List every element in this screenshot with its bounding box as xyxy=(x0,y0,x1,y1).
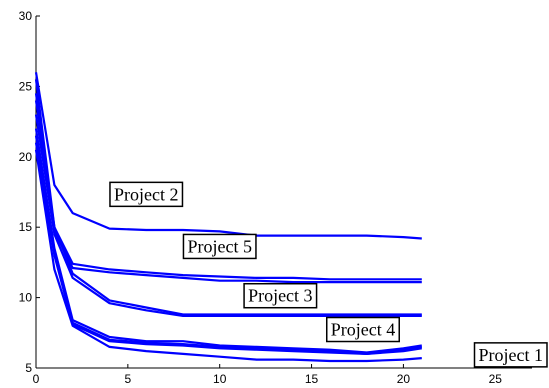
x-tick-label: 25 xyxy=(489,372,503,386)
annotation-label: Project 4 xyxy=(331,320,396,340)
annotation-label: Project 1 xyxy=(479,345,544,365)
y-tick-label: 15 xyxy=(19,220,33,234)
y-tick-label: 20 xyxy=(19,150,33,164)
annotation-label: Project 3 xyxy=(248,286,313,306)
y-tick-label: 30 xyxy=(19,9,33,23)
series-line-5 xyxy=(34,114,422,317)
series-line-1 xyxy=(34,72,422,240)
series-line-4 xyxy=(34,100,422,316)
x-tick-label: 5 xyxy=(125,372,132,386)
annotation-frame xyxy=(182,233,257,260)
annotation-label: Project 5 xyxy=(187,236,252,256)
x-tick-label: 15 xyxy=(305,372,319,386)
y-tick-label: 5 xyxy=(25,361,32,375)
x-tick-label: 0 xyxy=(33,372,40,386)
series-line-2 xyxy=(34,79,422,281)
annotation-box: Project 5 xyxy=(182,233,257,260)
annotation-box: Project 1 xyxy=(473,342,548,368)
annotation-frame xyxy=(473,342,548,368)
series-line-3 xyxy=(34,93,422,284)
annotation-layer: Project 2 Project 5 Project 3 Project 4 Proj… xyxy=(109,181,548,368)
x-tick-label: 20 xyxy=(397,372,411,386)
annotation-box: Project 4 xyxy=(325,316,400,343)
x-tick-label: 10 xyxy=(213,372,227,386)
annotation-box: Project 3 xyxy=(243,282,318,309)
annotation-box: Project 2 xyxy=(109,181,184,208)
y-tick-label: 25 xyxy=(19,79,33,93)
series-layer xyxy=(34,72,422,363)
annotation-frame xyxy=(109,181,184,208)
y-tick-label: 10 xyxy=(19,291,33,305)
annotation-frame xyxy=(243,282,318,309)
annotation-frame xyxy=(325,316,400,343)
annotation-label: Project 2 xyxy=(114,184,179,204)
series-line-9 xyxy=(34,149,422,363)
